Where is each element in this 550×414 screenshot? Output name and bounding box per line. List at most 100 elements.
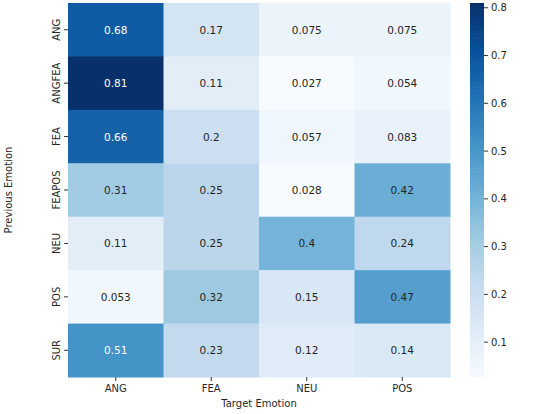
- y-tick-label: NEU: [51, 233, 62, 254]
- colorbar-tick-label: 0.3: [491, 241, 507, 252]
- heatmap-cell: [259, 56, 355, 110]
- heatmap-cell: [164, 324, 260, 378]
- cell-label: 0.054: [387, 77, 417, 89]
- colorbar-tick-label: 0.2: [491, 289, 507, 300]
- heatmap-cell: [355, 56, 451, 110]
- cell-label: 0.075: [387, 24, 417, 36]
- x-tick-label: NEU: [296, 383, 317, 394]
- cell-label: 0.68: [104, 24, 127, 36]
- colorbar-tick-label: 0.5: [491, 146, 507, 157]
- colorbar-tick-label: 0.4: [491, 193, 507, 204]
- cell-label: 0.2: [203, 131, 220, 143]
- cell-label: 0.4: [298, 237, 315, 249]
- colorbar-tick: [484, 294, 488, 295]
- cell-label: 0.31: [104, 184, 127, 196]
- heatmap-cell: [164, 3, 260, 57]
- y-tick: [64, 136, 68, 137]
- cell-label: 0.66: [104, 131, 128, 143]
- colorbar-tick: [484, 342, 488, 343]
- x-axis-label: Target Emotion: [220, 398, 296, 409]
- cell-label: 0.24: [391, 237, 415, 249]
- y-tick-label: FEA: [51, 127, 62, 146]
- heatmap-cell: [164, 270, 260, 324]
- heatmap-cell: [355, 110, 451, 164]
- cell-label: 0.028: [292, 184, 322, 196]
- y-tick: [64, 243, 68, 244]
- cell-label: 0.027: [292, 77, 322, 89]
- cell-label: 0.057: [292, 131, 322, 143]
- colorbar-tick: [484, 198, 488, 199]
- x-tick: [115, 377, 116, 381]
- y-tick-label: POS: [51, 287, 62, 307]
- cell-label: 0.42: [391, 184, 414, 196]
- x-tick: [402, 377, 403, 381]
- cell-label: 0.32: [200, 291, 223, 303]
- cell-label: 0.11: [104, 237, 127, 249]
- y-axis-label: Previous Emotion: [3, 147, 14, 234]
- heatmap-cell: [164, 163, 260, 217]
- colorbar-tick-label: 0.6: [491, 98, 507, 109]
- colorbar-gradient: [470, 3, 484, 7]
- cell-label: 0.17: [200, 24, 223, 36]
- colorbar: [470, 3, 484, 378]
- heatmap-cell: [68, 324, 164, 378]
- cell-label: 0.25: [200, 184, 223, 196]
- x-tick-label: POS: [392, 383, 412, 394]
- x-tick: [306, 377, 307, 381]
- y-tick-label: FEAPOS: [51, 170, 62, 209]
- y-tick: [64, 190, 68, 191]
- heatmap-cell: [164, 110, 260, 164]
- chart-container: 0.68 0.17 0.075 0.075 0.81 0.11 0.027 0.054 0.66…: [0, 0, 550, 414]
- cell-label: 0.23: [200, 344, 223, 356]
- y-tick-label: ANG: [51, 19, 62, 41]
- chart: 0.68 0.17 0.075 0.075 0.81 0.11 0.027 0.054 0.66…: [0, 0, 550, 414]
- heatmap-cell: [259, 163, 355, 217]
- cell-label: 0.15: [295, 291, 318, 303]
- x-tick: [211, 377, 212, 381]
- y-tick: [64, 296, 68, 297]
- y-tick: [64, 83, 68, 84]
- heatmap-cell: [259, 324, 355, 378]
- colorbar-tick-label: 0.1: [491, 337, 507, 348]
- cell-labels: 0.68 0.17 0.075 0.075 0.81 0.11 0.027 0.054 0.66…: [101, 24, 418, 357]
- heatmap-cell: [355, 163, 451, 217]
- colorbar-tick: [484, 246, 488, 247]
- cell-label: 0.14: [391, 344, 415, 356]
- heatmap-cell: [68, 110, 164, 164]
- heatmap-cell: [355, 3, 451, 57]
- colorbar-tick: [484, 55, 488, 56]
- cell-label: 0.12: [295, 344, 318, 356]
- cell-label: 0.51: [104, 344, 127, 356]
- heatmap-cell: [68, 217, 164, 271]
- y-tick-label: SUR: [51, 340, 62, 361]
- heatmap-cell: [259, 270, 355, 324]
- y-tick: [64, 350, 68, 351]
- cell-label: 0.47: [391, 291, 414, 303]
- cell-label: 0.25: [200, 237, 223, 249]
- heatmap-cell: [259, 3, 355, 57]
- colorbar-tick-label: 0.8: [491, 2, 507, 13]
- heatmap-cell: [355, 270, 451, 324]
- heatmap-cell: [68, 56, 164, 110]
- x-tick-label: ANG: [105, 383, 127, 394]
- cell-label: 0.81: [104, 77, 127, 89]
- y-tick-label: ANGFEA: [51, 62, 62, 103]
- colorbar-tick-label: 0.7: [491, 50, 507, 61]
- heatmap-cell: [68, 163, 164, 217]
- colorbar-tick: [484, 151, 488, 152]
- cell-label: 0.083: [387, 131, 417, 143]
- heatmap-cell: [164, 217, 260, 271]
- heatmap-cells: [68, 3, 451, 378]
- heatmap-cell: [68, 270, 164, 324]
- heatmap-cell: [355, 217, 451, 271]
- heatmap-cell: [164, 56, 260, 110]
- colorbar-tick: [484, 7, 488, 8]
- colorbar-tick: [484, 103, 488, 104]
- cell-label: 0.11: [200, 77, 223, 89]
- heatmap-cell: [259, 217, 355, 271]
- heatmap-cell: [68, 3, 164, 57]
- cell-label: 0.075: [292, 24, 322, 36]
- heatmap-cell: [259, 110, 355, 164]
- y-tick: [64, 29, 68, 30]
- cell-label: 0.053: [101, 291, 131, 303]
